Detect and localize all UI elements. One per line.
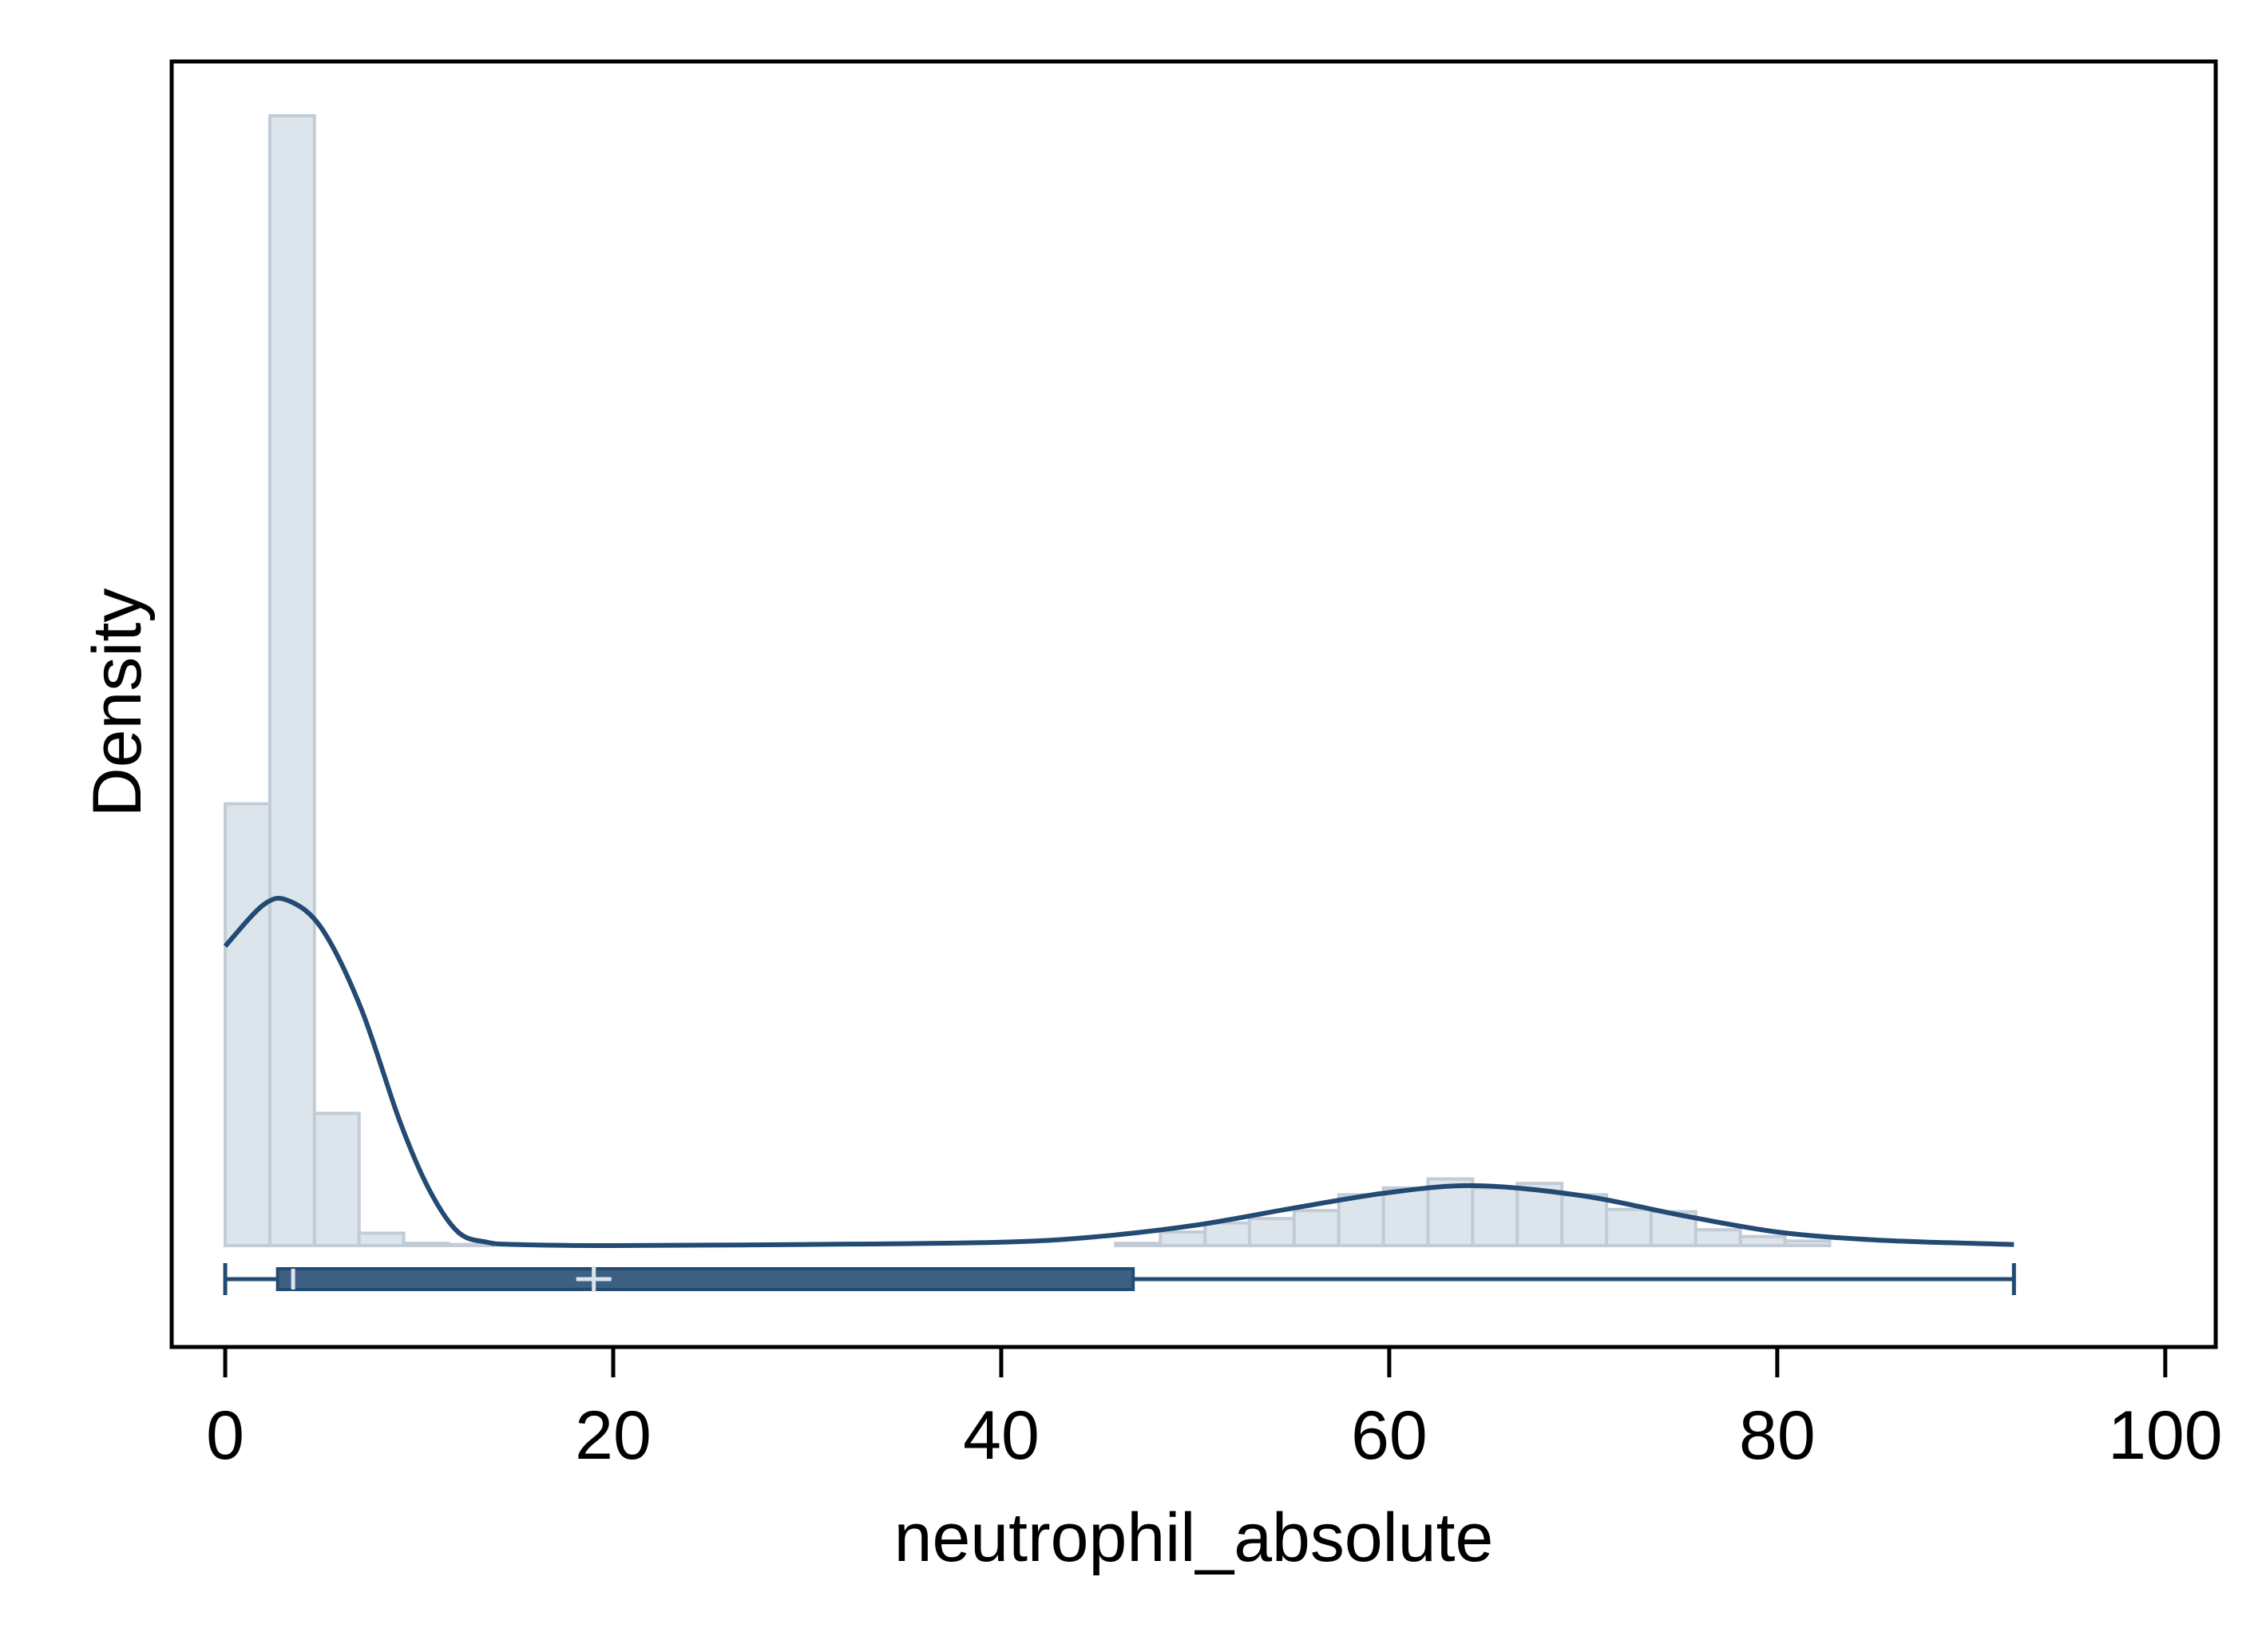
histogram-bar	[1738, 1234, 1787, 1248]
density-curve	[223, 896, 2014, 1248]
histogram-bar	[1694, 1228, 1742, 1247]
boxplot-box	[275, 1267, 1135, 1291]
histogram-bar	[1560, 1193, 1609, 1247]
x-axis-label: neutrophil_absolute	[894, 1499, 1494, 1576]
histogram-bar	[1471, 1186, 1519, 1247]
x-axis-tick-label: 0	[206, 1397, 244, 1474]
x-axis-tick-label: 40	[963, 1397, 1040, 1474]
y-axis-label: Density	[79, 588, 156, 818]
x-axis-tick-label: 60	[1351, 1397, 1428, 1474]
histogram-bar	[1203, 1221, 1251, 1247]
x-axis-tick-label: 20	[575, 1397, 652, 1474]
histogram-bar	[1783, 1239, 1832, 1247]
x-axis-tick-label: 100	[2108, 1397, 2223, 1474]
density-curve-layer	[223, 896, 2014, 1248]
histogram-bar	[1159, 1230, 1207, 1248]
histogram-bar	[357, 1231, 406, 1248]
histogram-bar	[312, 1111, 361, 1247]
histogram-bar	[1426, 1177, 1475, 1248]
plot-frame	[169, 59, 2218, 1349]
histogram-bar	[1337, 1193, 1385, 1247]
histogram-bar	[446, 1242, 495, 1247]
histogram-bar	[402, 1242, 450, 1248]
histogram-bars	[224, 114, 1832, 1248]
histogram-bar	[224, 802, 271, 1247]
x-axis-tick-label: 80	[1739, 1397, 1816, 1474]
x-axis-ticks: 0 20 40 60 80 100	[206, 1347, 2223, 1474]
histogram-bar	[1114, 1242, 1163, 1248]
histogram-bar	[1381, 1186, 1430, 1247]
histogram-bar	[1605, 1207, 1653, 1247]
boxplot-layer	[223, 1263, 2016, 1295]
histogram-bar	[1292, 1209, 1341, 1248]
histogram-bar	[267, 114, 316, 1247]
histogram-bar	[1247, 1217, 1296, 1248]
